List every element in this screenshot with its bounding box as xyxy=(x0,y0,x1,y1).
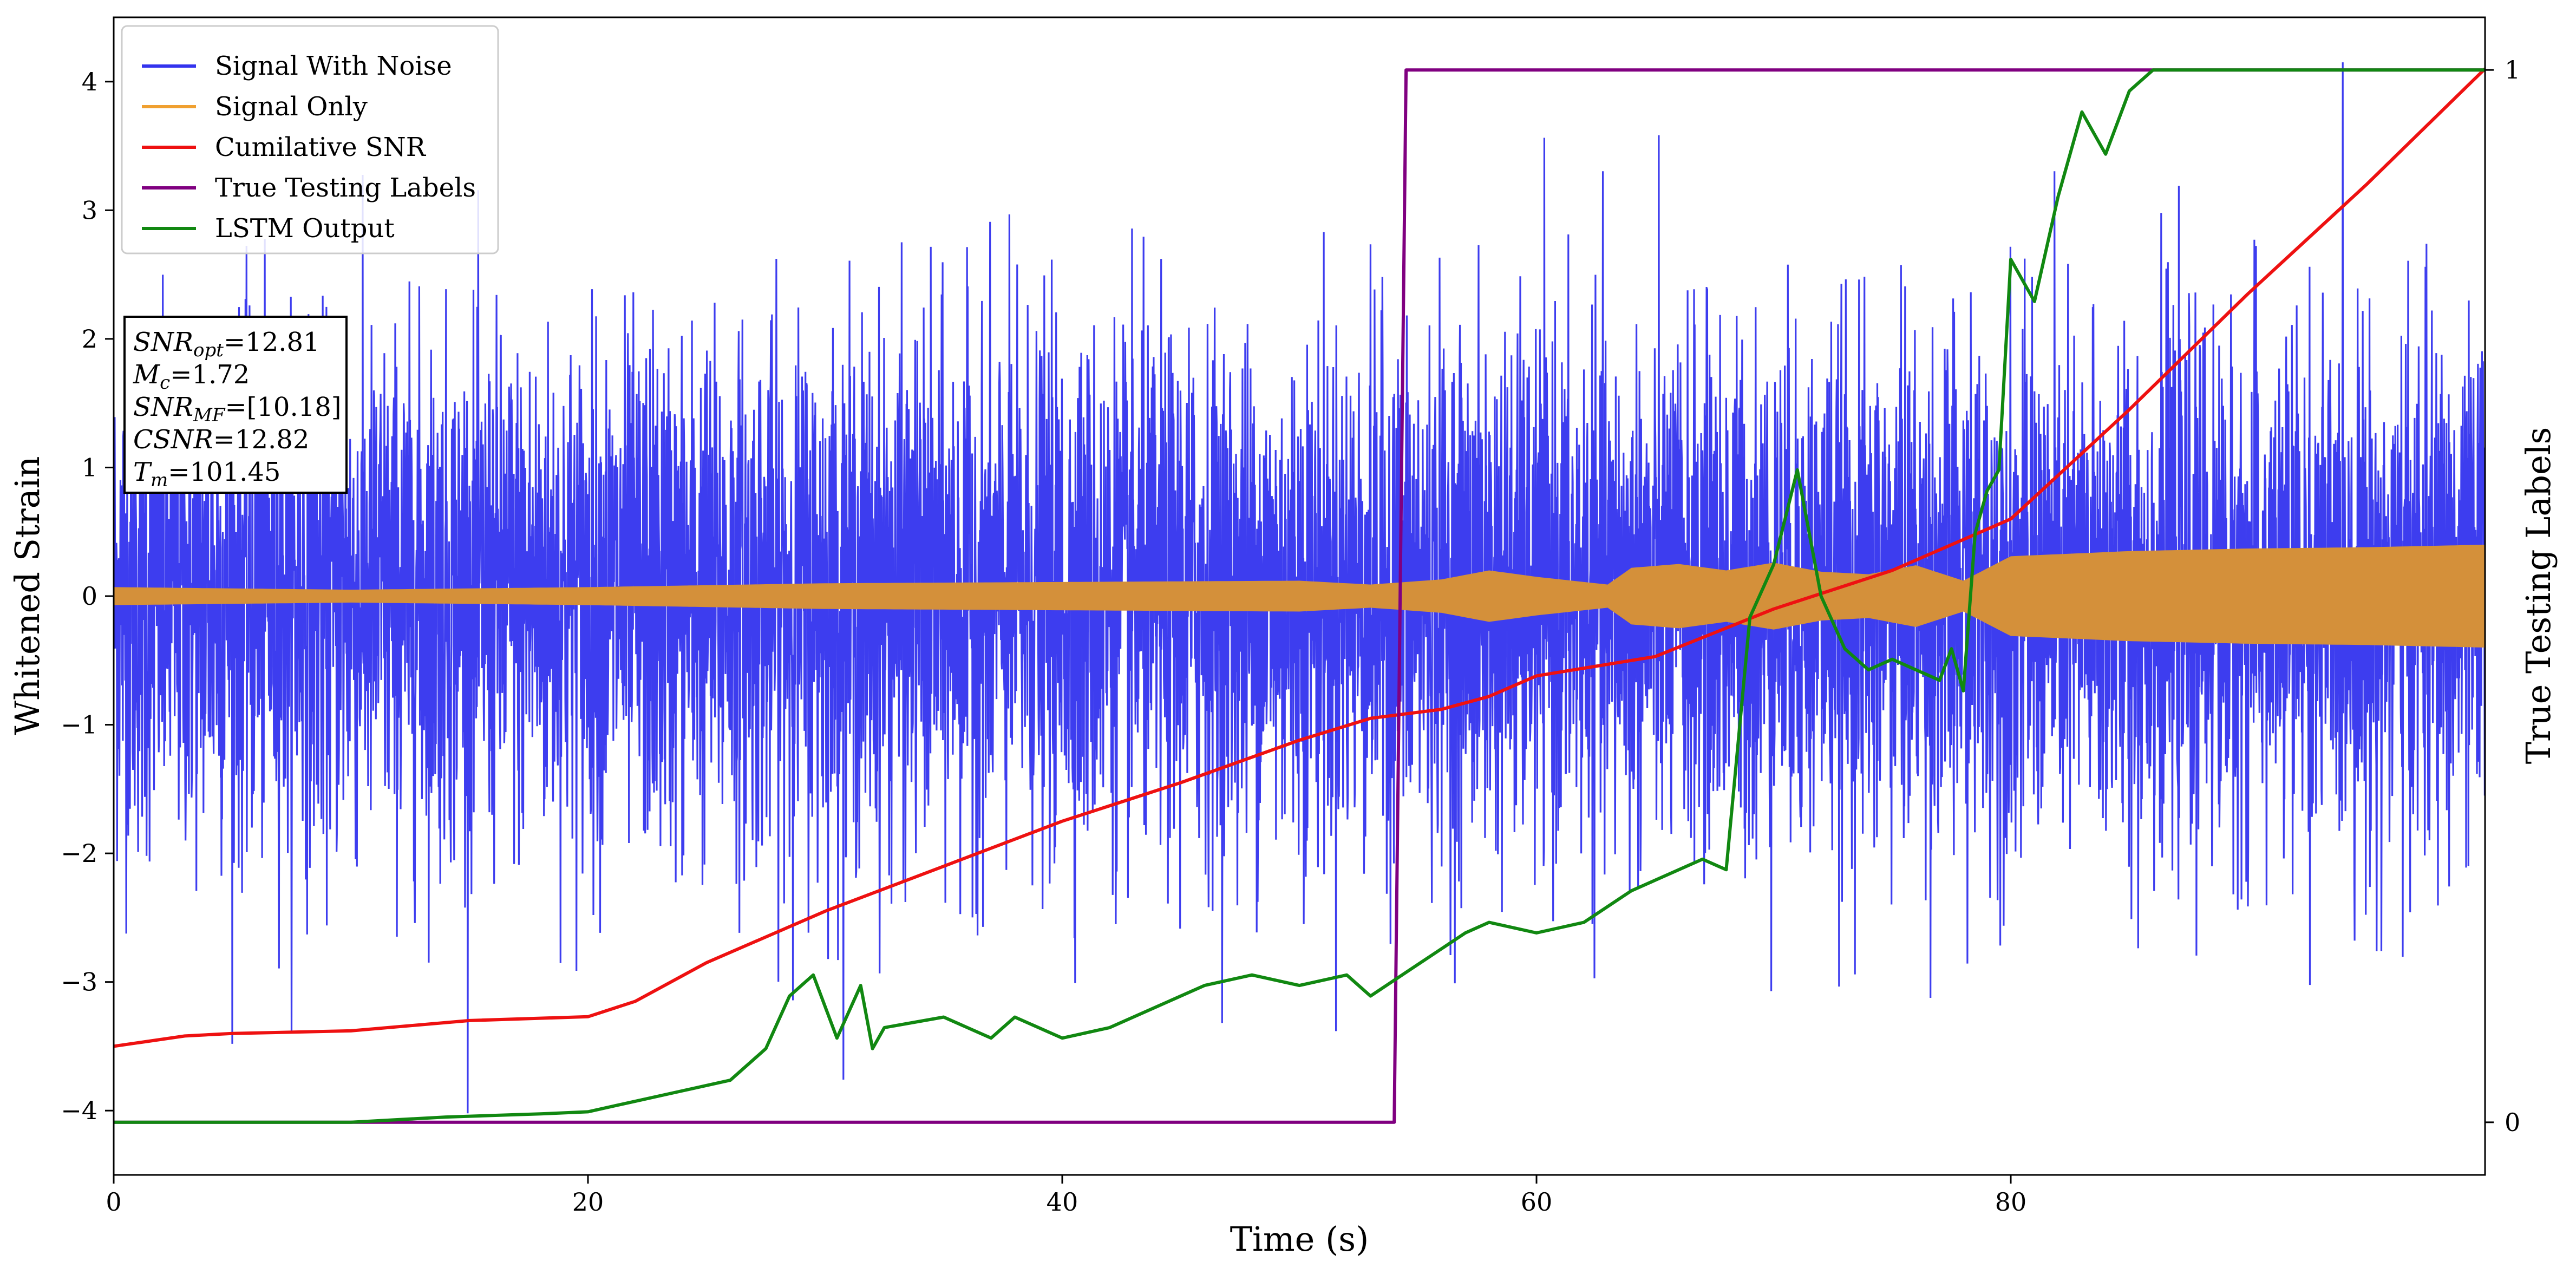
y-axis-right-title: True Testing Labels xyxy=(2519,427,2558,765)
plot-area xyxy=(114,62,2485,1124)
x-tick-label: 0 xyxy=(106,1187,121,1217)
x-tick-label: 20 xyxy=(572,1187,604,1217)
x-tick-label: 40 xyxy=(1047,1187,1078,1217)
y-tick-label: −4 xyxy=(61,1096,97,1125)
y-tick-label: 3 xyxy=(82,195,97,225)
y-tick-label: −2 xyxy=(61,839,97,868)
legend-label: LSTM Output xyxy=(215,213,395,244)
x-axis-title: Time (s) xyxy=(1230,1219,1369,1259)
legend-label: True Testing Labels xyxy=(215,173,476,203)
y-tick-label: 0 xyxy=(82,582,97,611)
y-tick-label: −1 xyxy=(61,710,97,740)
annotation-line: CSNR=12.82 xyxy=(133,424,309,455)
y-tick-label: −3 xyxy=(61,968,97,997)
y-right-tick-label: 0 xyxy=(2505,1108,2520,1137)
annotation-line: Tm=101.45 xyxy=(133,457,280,491)
legend: Signal With Noise Signal Only Cumilative S… xyxy=(121,25,499,254)
annotation-line: SNRMF=[10.18] xyxy=(133,392,342,426)
x-tick-label: 60 xyxy=(1521,1187,1553,1217)
legend-frame xyxy=(121,25,499,254)
series-lines xyxy=(114,67,2485,1124)
y-tick-label: 4 xyxy=(82,67,97,96)
cumulative-snr-line xyxy=(114,67,2485,1048)
annotation-frame xyxy=(123,316,348,494)
annotation-line: Mc=1.72 xyxy=(133,360,250,394)
y-right-tick-label: 1 xyxy=(2505,55,2520,84)
legend-label: Signal With Noise xyxy=(215,51,452,81)
x-tick-label: 80 xyxy=(1995,1187,2027,1217)
legend-label: Cumilative SNR xyxy=(215,132,427,162)
annotation-line: SNRopt=12.81 xyxy=(133,327,320,361)
lstm-output-line xyxy=(114,68,2485,1124)
y-tick-label: 1 xyxy=(82,453,97,482)
y-axis-title: Whitened Strain xyxy=(8,456,47,735)
true-testing-labels-line xyxy=(114,68,2485,1124)
legend-label: Signal Only xyxy=(215,92,368,122)
annotation-box: SNRopt=12.81Mc=1.72SNRMF=[10.18]CSNR=12.… xyxy=(123,316,348,494)
y-tick-label: 2 xyxy=(82,324,97,354)
